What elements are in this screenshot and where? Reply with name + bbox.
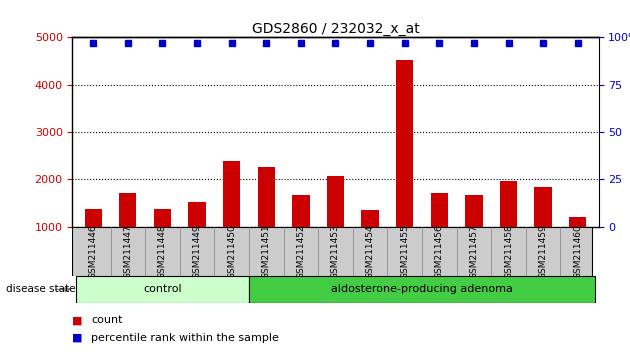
Text: GSM211460: GSM211460 (573, 224, 582, 279)
Bar (569, 217, 587, 227)
Text: GSM211456: GSM211456 (435, 224, 444, 279)
Bar (466, 195, 483, 227)
Bar (119, 193, 137, 227)
Text: disease state: disease state (6, 284, 76, 294)
Bar (362, 210, 379, 227)
Text: GSM211450: GSM211450 (227, 224, 236, 279)
Text: GSM211447: GSM211447 (123, 224, 132, 279)
Text: GSM211459: GSM211459 (539, 224, 547, 279)
Text: count: count (91, 315, 123, 325)
Bar (76, 276, 249, 303)
Bar (327, 176, 344, 227)
Bar (292, 195, 309, 227)
Bar (500, 181, 517, 227)
Text: control: control (143, 284, 181, 295)
Text: GSM211455: GSM211455 (400, 224, 410, 279)
Text: GSM211448: GSM211448 (158, 224, 167, 279)
Text: GSM211458: GSM211458 (504, 224, 513, 279)
Text: GSM211451: GSM211451 (261, 224, 271, 279)
Bar (223, 161, 240, 227)
Title: GDS2860 / 232032_x_at: GDS2860 / 232032_x_at (251, 22, 420, 36)
Bar (396, 60, 413, 227)
Bar (258, 167, 275, 227)
Bar (431, 193, 448, 227)
Bar (154, 209, 171, 227)
Text: ■: ■ (72, 315, 83, 325)
Text: GSM211453: GSM211453 (331, 224, 340, 279)
Text: GSM211457: GSM211457 (469, 224, 478, 279)
Text: GSM211452: GSM211452 (296, 224, 306, 279)
Text: GSM211446: GSM211446 (89, 224, 98, 279)
Text: GSM211449: GSM211449 (193, 224, 202, 279)
Text: ■: ■ (72, 333, 83, 343)
Text: percentile rank within the sample: percentile rank within the sample (91, 333, 279, 343)
Bar (84, 209, 102, 227)
Bar (188, 202, 205, 227)
Bar (534, 187, 552, 227)
Text: aldosterone-producing adenoma: aldosterone-producing adenoma (331, 284, 513, 295)
Text: GSM211454: GSM211454 (365, 224, 375, 279)
Bar (249, 276, 595, 303)
